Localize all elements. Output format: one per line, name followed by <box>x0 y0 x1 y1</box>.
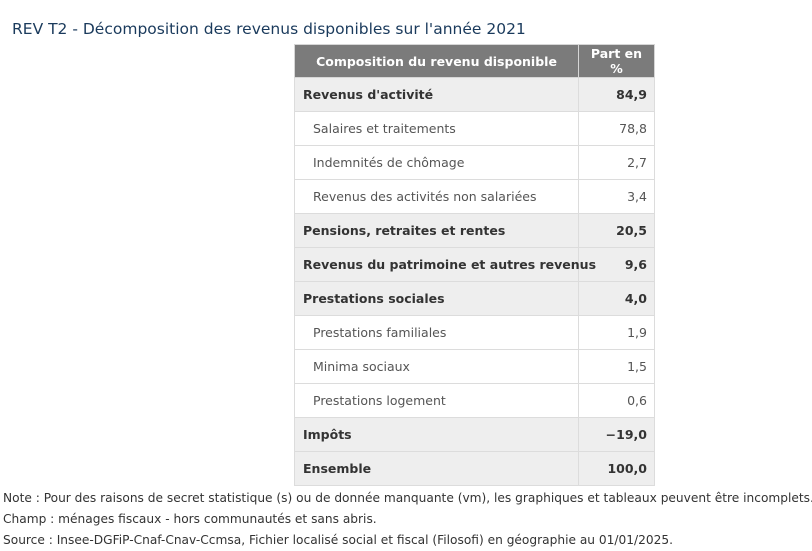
table-row: Indemnités de chômage 2,7 <box>294 145 655 180</box>
row-label: Indemnités de chômage <box>294 145 579 180</box>
row-label: Impôts <box>294 417 579 452</box>
row-value: 84,9 <box>578 77 655 112</box>
revenue-composition-table: Composition du revenu disponible Part en… <box>294 44 655 486</box>
row-value: 9,6 <box>578 247 655 282</box>
table-notes: Note : Pour des raisons de secret statis… <box>3 488 812 551</box>
row-label: Revenus des activités non salariées <box>294 179 579 214</box>
row-label: Prestations sociales <box>294 281 579 316</box>
row-label: Minima sociaux <box>294 349 579 384</box>
row-value: 0,6 <box>578 383 655 418</box>
table-row: Impôts −19,0 <box>294 417 655 452</box>
table-header-row: Composition du revenu disponible Part en… <box>294 44 655 78</box>
table-row: Salaires et traitements 78,8 <box>294 111 655 146</box>
champ-text: Champ : ménages fiscaux - hors communaut… <box>3 512 377 526</box>
column-header-composition: Composition du revenu disponible <box>294 44 579 78</box>
source-text: Source : Insee-DGFiP-Cnaf-Cnav-Ccmsa, Fi… <box>3 533 674 547</box>
row-value: 100,0 <box>578 451 655 486</box>
row-value: 3,4 <box>578 179 655 214</box>
table-row: Revenus d'activité 84,9 <box>294 77 655 112</box>
table-row: Prestations logement 0,6 <box>294 383 655 418</box>
column-header-share: Part en % <box>578 44 655 78</box>
row-value: 4,0 <box>578 281 655 316</box>
table-row: Pensions, retraites et rentes 20,5 <box>294 213 655 248</box>
note-text: Note : Pour des raisons de secret statis… <box>3 491 812 505</box>
row-value: 2,7 <box>578 145 655 180</box>
row-label: Ensemble <box>294 451 579 486</box>
row-label: Revenus d'activité <box>294 77 579 112</box>
row-value: −19,0 <box>578 417 655 452</box>
row-value: 1,9 <box>578 315 655 350</box>
table-row: Minima sociaux 1,5 <box>294 349 655 384</box>
row-label: Prestations familiales <box>294 315 579 350</box>
table-title: REV T2 - Décomposition des revenus dispo… <box>12 20 526 39</box>
table-row: Ensemble 100,0 <box>294 451 655 486</box>
row-label: Prestations logement <box>294 383 579 418</box>
table-row: Prestations sociales 4,0 <box>294 281 655 316</box>
table-row: Revenus des activités non salariées 3,4 <box>294 179 655 214</box>
row-label: Revenus du patrimoine et autres revenus <box>294 247 596 282</box>
table-row: Prestations familiales 1,9 <box>294 315 655 350</box>
row-value: 20,5 <box>578 213 655 248</box>
table-body: Revenus d'activité 84,9 Salaires et traite… <box>294 77 655 486</box>
row-label: Salaires et traitements <box>294 111 579 146</box>
row-value: 1,5 <box>578 349 655 384</box>
table-row: Revenus du patrimoine et autres revenus 9… <box>294 247 655 282</box>
row-label: Pensions, retraites et rentes <box>294 213 579 248</box>
row-value: 78,8 <box>578 111 655 146</box>
